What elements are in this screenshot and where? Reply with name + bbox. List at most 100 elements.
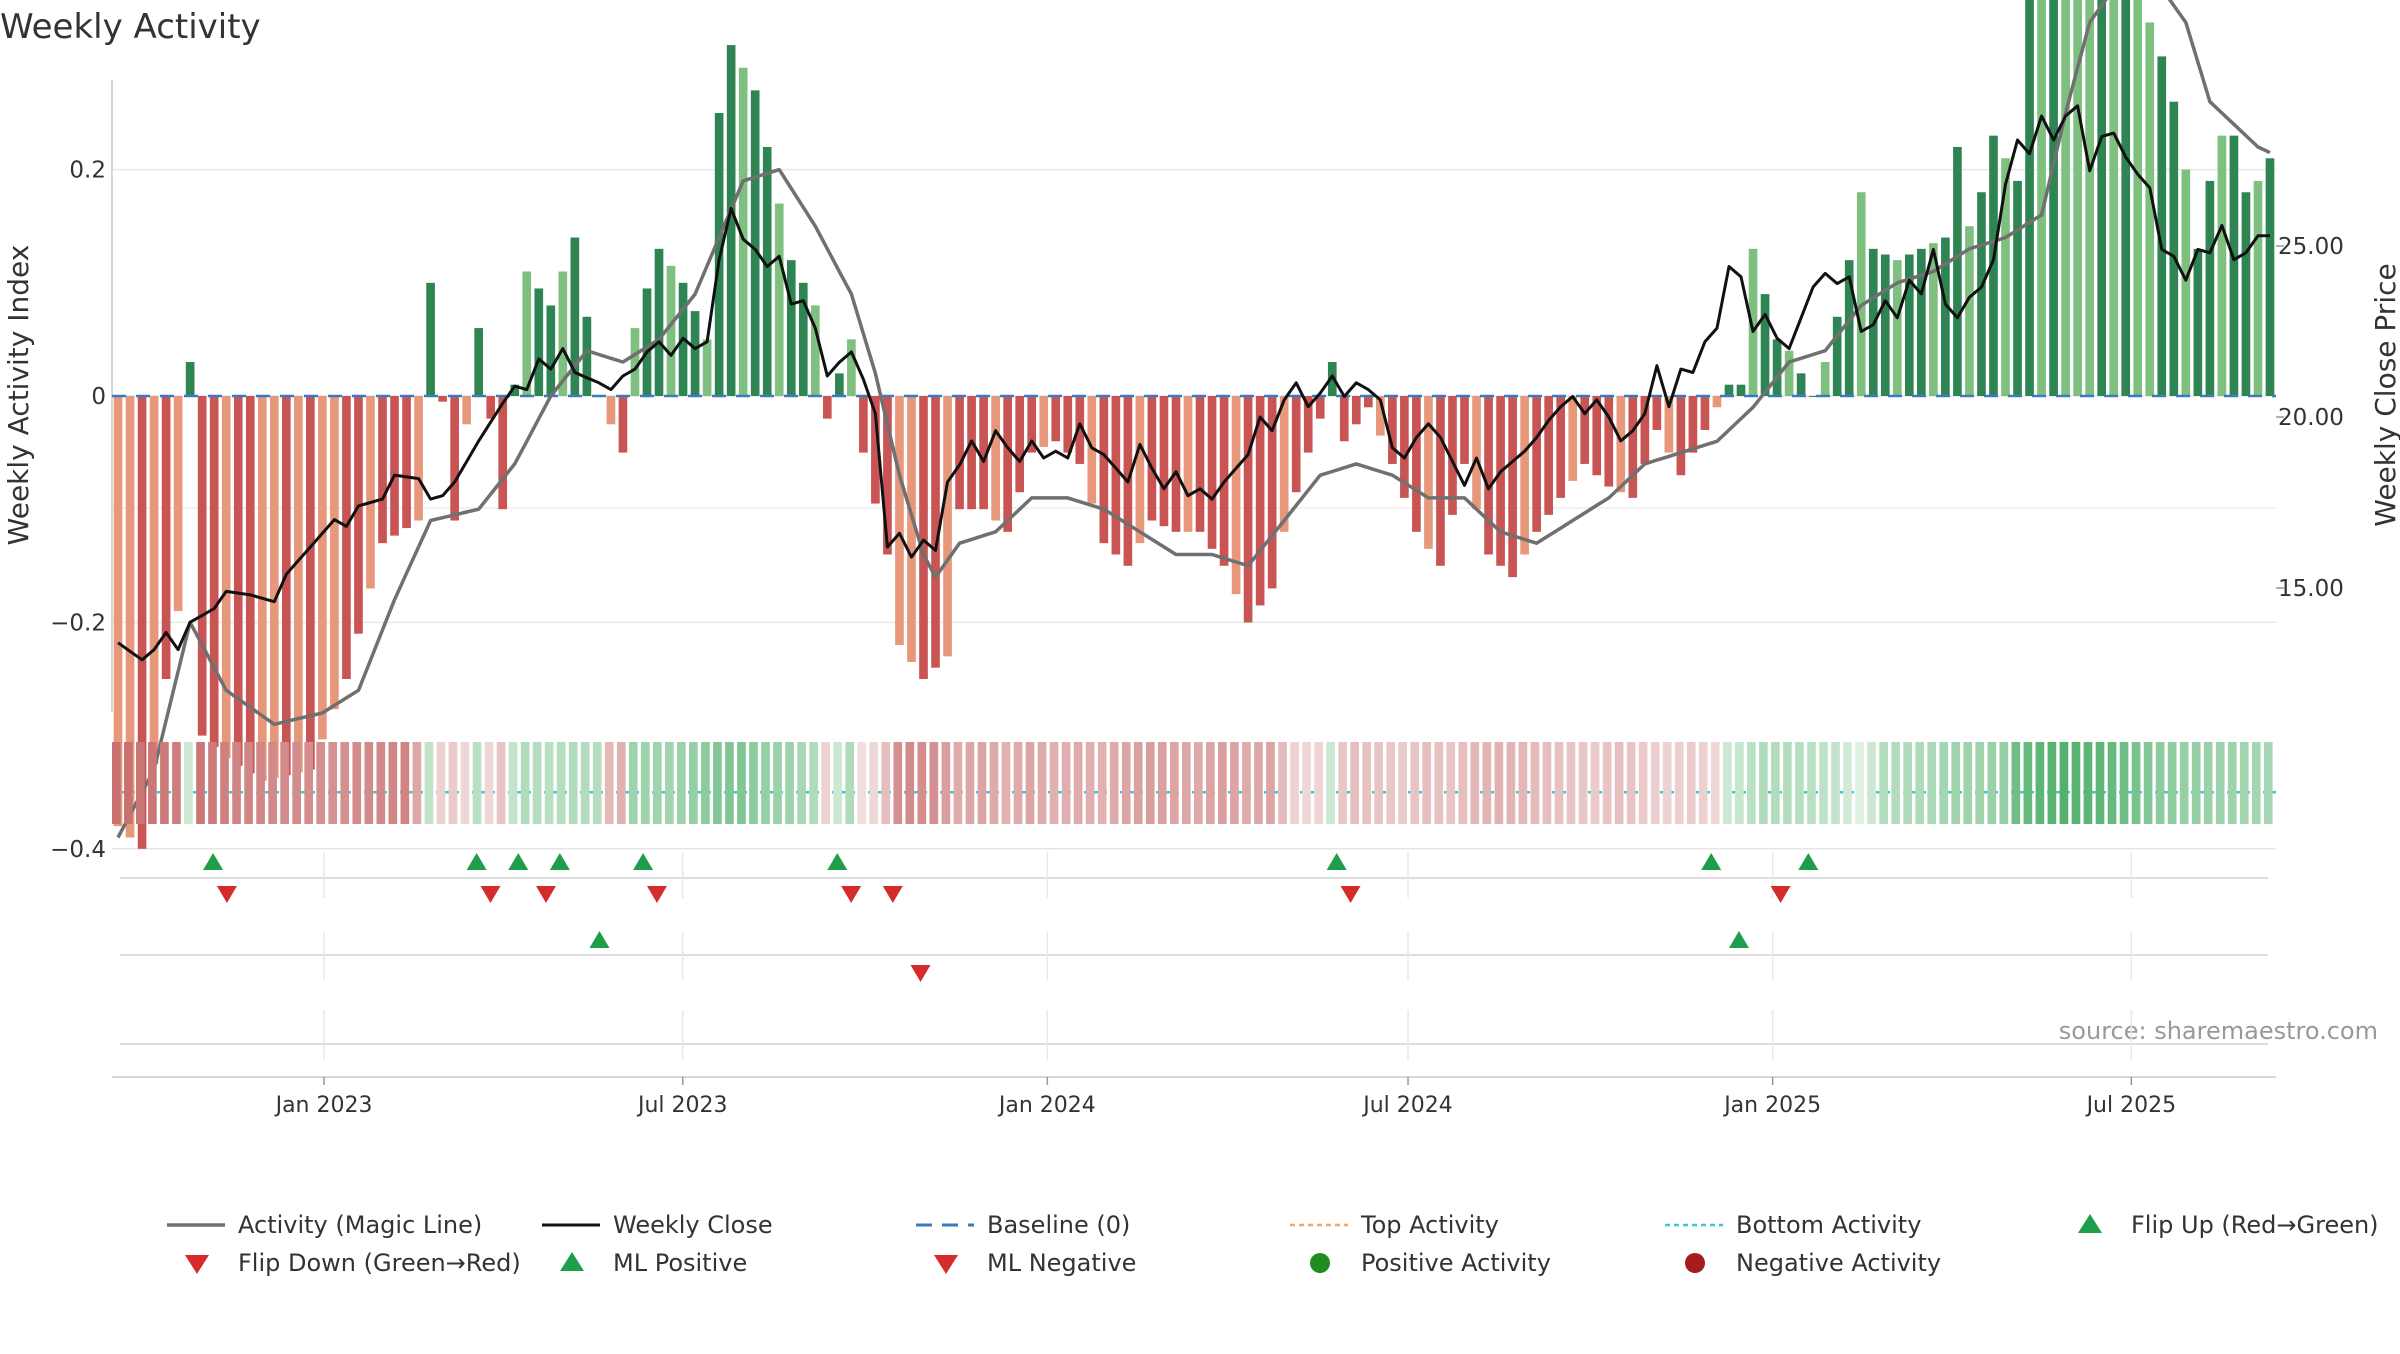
activity-bar (1424, 396, 1433, 549)
heat-cell (2047, 742, 2057, 824)
activity-bar (1796, 373, 1806, 396)
activity-bar (378, 396, 387, 544)
activity-bar (1496, 396, 1505, 566)
legend: Activity (Magic Line) Weekly Close Baselin… (167, 1211, 2379, 1277)
activity-bar (1856, 192, 1866, 396)
activity-bar (2037, 0, 2046, 396)
y-tick-label-left: −0.4 (50, 837, 106, 863)
activity-bar (1436, 396, 1445, 566)
activity-bar (2253, 180, 2263, 396)
heat-cell (2095, 742, 2105, 824)
heat-cell (1867, 742, 1876, 824)
activity-bar (1003, 396, 1012, 532)
activity-bar (1772, 339, 1782, 396)
activity-bar (847, 339, 856, 396)
activity-bar (221, 396, 231, 759)
activity-bar (726, 45, 736, 396)
activity-bar (991, 396, 1000, 521)
heat-cell (1145, 742, 1155, 824)
heat-cell (1350, 742, 1359, 824)
activity-bar (2025, 0, 2034, 396)
x-tick-label: Jul 2023 (636, 1093, 728, 1118)
heat-cell (220, 742, 229, 824)
heat-cell (604, 742, 614, 824)
activity-bar (2217, 135, 2227, 396)
activity-bar (1904, 254, 1914, 396)
heat-cell (484, 742, 494, 824)
activity-bar (1315, 396, 1325, 419)
legend-label: ML Negative (987, 1249, 1136, 1277)
heat-cell (1518, 742, 1528, 824)
heat-cell (1482, 742, 1492, 824)
heat-cell (749, 742, 758, 824)
heat-cell (340, 742, 350, 824)
x-tick-label: Jan 2023 (274, 1093, 373, 1118)
heat-cell (2071, 742, 2081, 824)
activity-bar (1556, 396, 1566, 498)
heat-cell (124, 742, 133, 824)
heat-cell (1254, 742, 1263, 824)
activity-bar (1027, 396, 1037, 453)
activity-bar (1159, 396, 1169, 527)
heat-cell (196, 742, 205, 824)
heat-cell (701, 742, 710, 824)
activity-bar (1736, 384, 1746, 396)
flip-down-marker (216, 886, 237, 903)
activity-bar (1508, 396, 1517, 578)
heat-cell (268, 742, 277, 824)
heat-cell (1338, 742, 1347, 824)
heat-cell (1194, 742, 1203, 824)
heat-cell (809, 742, 818, 824)
heat-cell (1458, 742, 1468, 824)
legend-swatch (2078, 1214, 2102, 1233)
heat-cell (280, 742, 289, 824)
heat-cell (1494, 742, 1504, 824)
legend-label: Activity (Magic Line) (238, 1211, 482, 1239)
heat-cell (388, 742, 398, 824)
activity-bar (245, 396, 255, 774)
activity-bar (1724, 384, 1734, 396)
heat-cell (1963, 742, 1973, 824)
heat-cell (400, 742, 410, 824)
ml-positive-marker (1728, 931, 1749, 948)
activity-bar (1351, 396, 1361, 425)
activity-bar (1616, 396, 1626, 493)
heat-cell (1049, 742, 1059, 824)
heat-cell (1891, 742, 1900, 824)
x-tick-label: Jan 2025 (1722, 1093, 1821, 1118)
heat-cell (1001, 742, 1011, 824)
x-tick-label: Jan 2024 (997, 1093, 1096, 1118)
heat-cell (1554, 742, 1564, 824)
heat-cell (1747, 742, 1756, 824)
heat-cell (2251, 742, 2261, 824)
heat-cell (737, 742, 746, 824)
heat-cell (1398, 742, 1408, 824)
heat-cell (1927, 742, 1937, 824)
heat-cell (1975, 742, 1985, 824)
heat-cell (184, 742, 193, 824)
heat-cell (136, 742, 145, 824)
heat-cell (1037, 742, 1047, 824)
activity-bar (1917, 248, 1926, 396)
activity-bar (1051, 396, 1061, 442)
activity-bar (1484, 396, 1493, 555)
heat-cell (1278, 742, 1287, 824)
heat-cell (460, 742, 470, 824)
activity-bar (2205, 180, 2215, 396)
activity-bar (1820, 362, 1830, 396)
heat-cell (1446, 742, 1456, 824)
legend-label: Flip Up (Red→Green) (2131, 1211, 2379, 1239)
activity-bar (1941, 237, 1950, 396)
heat-cell (1061, 742, 1071, 824)
activity-bar (1652, 396, 1662, 430)
activity-bar (1844, 260, 1854, 396)
activity-bar (2169, 101, 2179, 397)
heat-cell (689, 742, 698, 824)
activity-bar (414, 396, 423, 521)
heat-cell (1542, 742, 1552, 824)
heat-cell (917, 742, 927, 824)
heat-cell (845, 742, 855, 824)
flip-up-marker (508, 853, 529, 870)
activity-bar (822, 396, 832, 419)
legend-label: Flip Down (Green→Red) (238, 1249, 521, 1277)
